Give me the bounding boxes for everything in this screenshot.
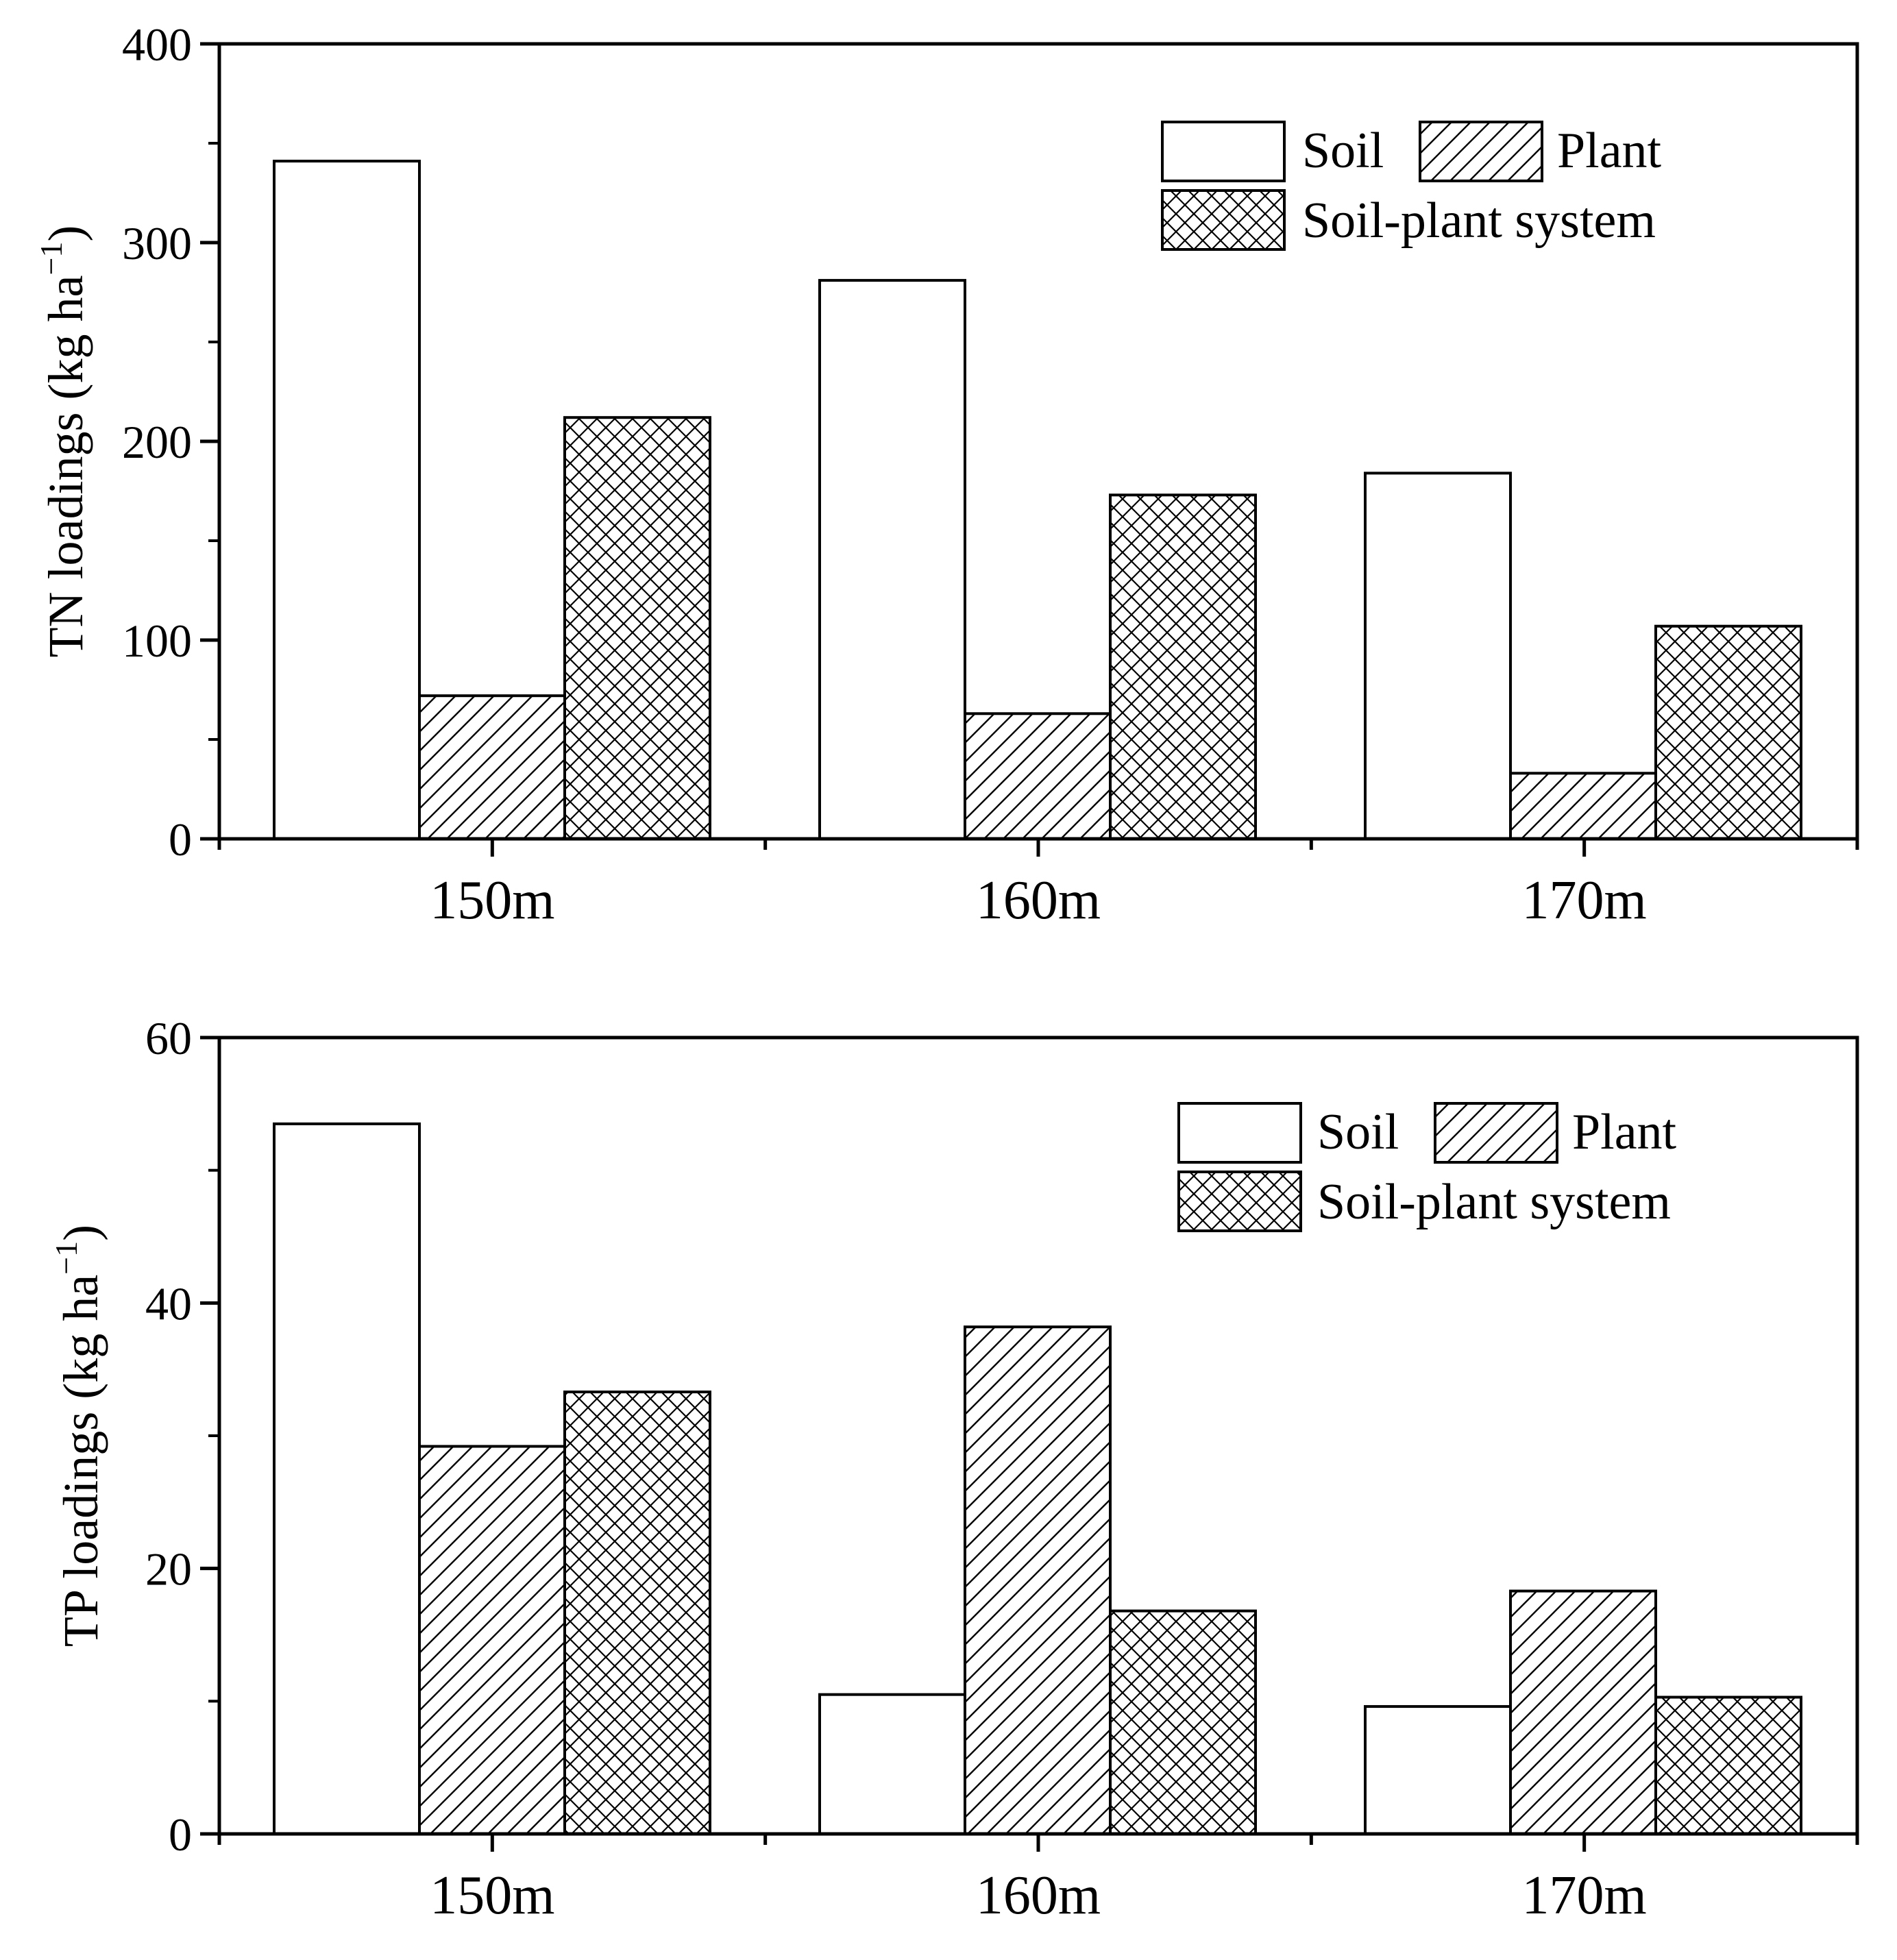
tp-legend-label-soil-plant-system: Soil-plant system	[1317, 1174, 1671, 1230]
tp-bars	[273, 1122, 1802, 1836]
tn-y-axis-ticks: 0 100 200 300 400	[122, 19, 219, 866]
tn-legend: Soil Plant Soil-plant system	[1161, 121, 1662, 251]
tn-y-tick-label: 0	[169, 813, 192, 866]
tp-x-axis-ticks: 150m 160m 170m	[217, 1834, 1859, 1926]
tp-legend-label-plant: Plant	[1572, 1104, 1677, 1160]
tp-legend: Soil Plant Soil-plant system	[1177, 1102, 1677, 1232]
tp-x-tick-label-170m: 170m	[1522, 1865, 1647, 1926]
tn-bar-plant-170m	[1509, 772, 1657, 841]
tn-bar-soil-160m	[818, 279, 966, 841]
tn-y-tick-label: 200	[122, 416, 192, 468]
tn-y-axis-label: TN loadings (kg ha−1)	[34, 225, 93, 658]
tn-x-axis-ticks: 150m 160m 170m	[217, 839, 1859, 931]
tn-panel: 0 100 200 300 400 150m 160m 170m TN loadings (…	[34, 19, 1859, 931]
tp-legend-swatch-plant	[1434, 1102, 1558, 1164]
tp-bar-soil-plant-system-160m	[1109, 1609, 1257, 1835]
tp-y-tick-label: 0	[169, 1809, 192, 1861]
tn-x-tick-label-150m: 150m	[430, 870, 554, 931]
tp-x-tick-label-150m: 150m	[430, 1865, 554, 1926]
tn-y-tick-label: 300	[122, 217, 192, 269]
tn-x-tick-label-170m: 170m	[1522, 870, 1647, 931]
tp-panel: 0 20 40 60 150m 160m 170m TP loadings (kg ha−…	[49, 1012, 1859, 1926]
tp-bar-soil-170m	[1364, 1705, 1512, 1836]
tp-legend-swatch-soil	[1177, 1102, 1302, 1164]
tn-y-tick-label: 400	[122, 19, 192, 71]
tn-bars	[273, 160, 1802, 841]
tn-legend-swatch-soil-plant-system	[1161, 189, 1286, 251]
tn-bar-soil-170m	[1364, 471, 1512, 840]
tn-x-tick-label-160m: 160m	[976, 870, 1101, 931]
tn-bar-plant-160m	[964, 712, 1112, 841]
tp-bar-soil-plant-system-170m	[1654, 1695, 1802, 1836]
tn-bar-soil-150m	[273, 160, 421, 841]
tp-bar-plant-160m	[964, 1325, 1112, 1835]
tn-legend-label-soil: Soil	[1302, 123, 1384, 179]
tn-legend-label-plant: Plant	[1557, 123, 1662, 179]
tn-legend-swatch-plant	[1419, 121, 1543, 182]
tn-bar-plant-150m	[418, 694, 566, 841]
tn-bar-soil-plant-system-160m	[1109, 493, 1257, 840]
tp-bar-plant-170m	[1509, 1589, 1657, 1836]
tp-bar-soil-150m	[273, 1122, 421, 1835]
tp-x-tick-label-160m: 160m	[976, 1865, 1101, 1926]
tp-y-axis-ticks: 0 20 40 60	[145, 1012, 219, 1861]
tp-y-axis-label: TP loadings (kg ha−1)	[49, 1225, 108, 1647]
tn-legend-label-soil-plant-system: Soil-plant system	[1302, 193, 1656, 249]
tn-legend-swatch-soil	[1161, 121, 1286, 182]
tp-y-tick-label: 20	[145, 1543, 192, 1595]
tp-y-tick-label: 40	[145, 1277, 192, 1330]
tp-legend-swatch-soil-plant-system	[1177, 1171, 1302, 1232]
tp-legend-label-soil: Soil	[1317, 1104, 1399, 1160]
tn-bar-soil-plant-system-170m	[1654, 624, 1802, 840]
tp-y-tick-label: 60	[145, 1012, 192, 1064]
tn-bar-soil-plant-system-150m	[563, 416, 711, 840]
tn-y-tick-label: 100	[122, 615, 192, 667]
tp-bar-soil-plant-system-150m	[563, 1391, 711, 1835]
tp-bar-plant-150m	[418, 1445, 566, 1836]
tp-bar-soil-160m	[818, 1693, 966, 1835]
